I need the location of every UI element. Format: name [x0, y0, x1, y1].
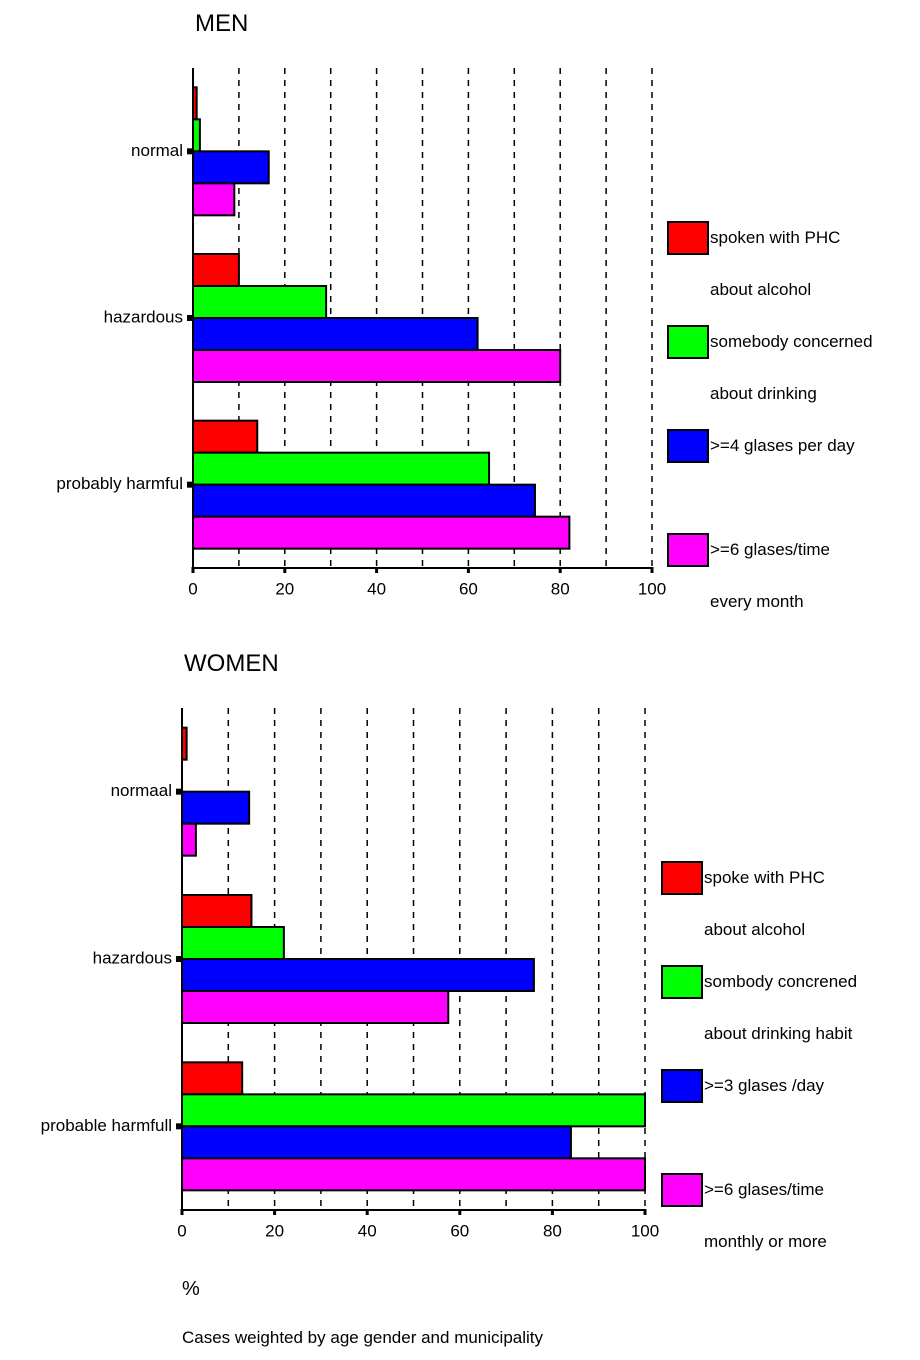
chart-title: WOMEN [184, 650, 279, 677]
category-tick [176, 1123, 181, 1130]
category-tick [176, 956, 181, 962]
bar [181, 822, 197, 857]
y-tick-label: normaal [111, 781, 172, 800]
bar [181, 926, 285, 960]
x-tick-label: 60 [459, 579, 478, 598]
bar [192, 285, 328, 319]
x-tick-label: 40 [358, 1221, 377, 1240]
chart-title: MEN [195, 10, 249, 37]
legend-label: sombody concrened about drinking habit [704, 972, 858, 1043]
legend-label: >=6 glases/time monthly or more [704, 1180, 827, 1251]
y-tick-label: hazardous [93, 948, 172, 967]
bar [192, 118, 201, 153]
category-tick [187, 148, 192, 155]
footnote: Cases weighted by age gender and municip… [182, 1328, 544, 1347]
y-tick-label: normal [131, 141, 183, 160]
bar [181, 894, 253, 928]
x-tick-label: 100 [631, 1221, 659, 1240]
unit-label: % [182, 1278, 200, 1300]
category-tick [187, 481, 192, 488]
category-tick [176, 788, 181, 795]
legend-swatch [661, 861, 703, 895]
bar [192, 451, 491, 486]
x-tick-label: 20 [275, 579, 294, 598]
legend-swatch [661, 1069, 703, 1103]
legend-label: spoken with PHC about alcohol [710, 228, 841, 299]
bar [181, 990, 450, 1024]
legend-swatch [667, 221, 709, 255]
x-tick-label: 40 [367, 579, 386, 598]
legend-label: >=6 glases/time every month [710, 540, 831, 611]
bar [192, 317, 479, 351]
bar [192, 253, 240, 287]
bar [192, 419, 259, 454]
bar [181, 790, 251, 825]
x-tick-label: 80 [543, 1221, 562, 1240]
legend-swatch [667, 429, 709, 463]
bar [192, 182, 236, 217]
legend-label: >=4 glases per day [710, 436, 855, 455]
category-tick [187, 315, 192, 321]
legend-label: spoke with PHC about alcohol [704, 868, 825, 939]
y-tick-label: probable harmfull [41, 1116, 172, 1135]
y-tick-label: hazardous [104, 307, 183, 326]
x-tick-label: 0 [177, 1221, 186, 1240]
y-tick-label: probably harmful [56, 474, 183, 493]
bar [192, 150, 270, 185]
legend-label: somebody concerned about drinking [710, 332, 873, 403]
legend-swatch [661, 1173, 703, 1207]
bar [181, 1093, 646, 1128]
bar [192, 515, 571, 550]
legend-swatch [661, 965, 703, 999]
x-tick-label: 80 [551, 579, 570, 598]
legend-swatch [667, 533, 709, 567]
x-tick-label: 0 [188, 579, 197, 598]
legend-label: >=3 glases /day [704, 1076, 825, 1095]
legend-swatch [667, 325, 709, 359]
bar [181, 1157, 646, 1192]
bar [181, 1061, 244, 1096]
x-tick-label: 20 [265, 1221, 284, 1240]
bar [181, 1125, 572, 1160]
x-tick-label: 100 [638, 579, 666, 598]
x-tick-label: 60 [450, 1221, 469, 1240]
bar [192, 349, 562, 383]
bar [192, 483, 536, 518]
bar [181, 958, 535, 992]
